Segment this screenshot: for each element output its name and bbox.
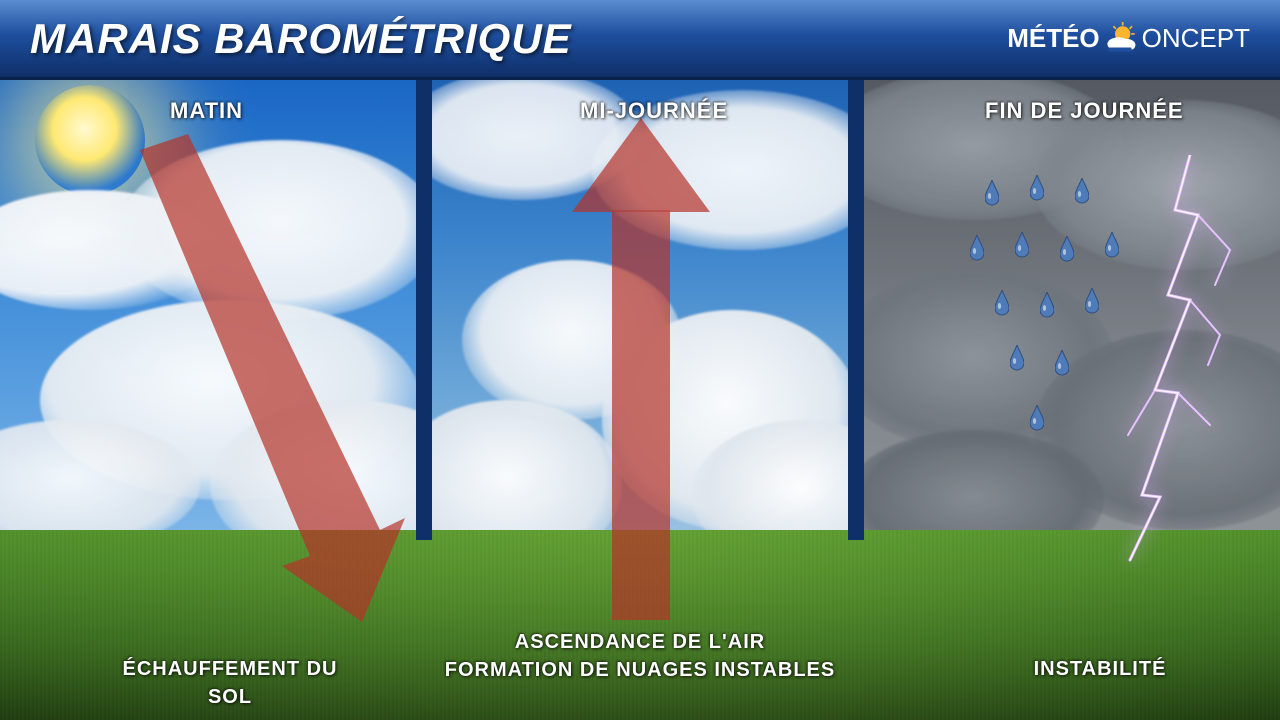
- caption-evening: INSTABILITÉ: [1000, 655, 1200, 683]
- logo-text-right: ONCEPT: [1142, 23, 1250, 54]
- logo-text-left: MÉTÉO: [1007, 23, 1099, 54]
- caption-morning: ÉCHAUFFEMENT DU SOL: [100, 655, 360, 711]
- header-bar: MARAIS BAROMÉTRIQUE MÉTÉO ONCEPT: [0, 0, 1280, 80]
- time-label-evening: FIN DE JOURNÉE: [985, 98, 1184, 124]
- page-title: MARAIS BAROMÉTRIQUE: [30, 15, 572, 63]
- time-label-midday: MI-JOURNÉE: [580, 98, 728, 124]
- sun-cloud-icon: [1104, 22, 1138, 56]
- caption-midday: ASCENDANCE DE L'AIR FORMATION DE NUAGES …: [440, 628, 840, 684]
- infographic-stage: MARAIS BAROMÉTRIQUE MÉTÉO ONCEPT: [0, 0, 1280, 720]
- time-label-morning: MATIN: [170, 98, 243, 124]
- brand-logo: MÉTÉO ONCEPT: [1007, 22, 1250, 56]
